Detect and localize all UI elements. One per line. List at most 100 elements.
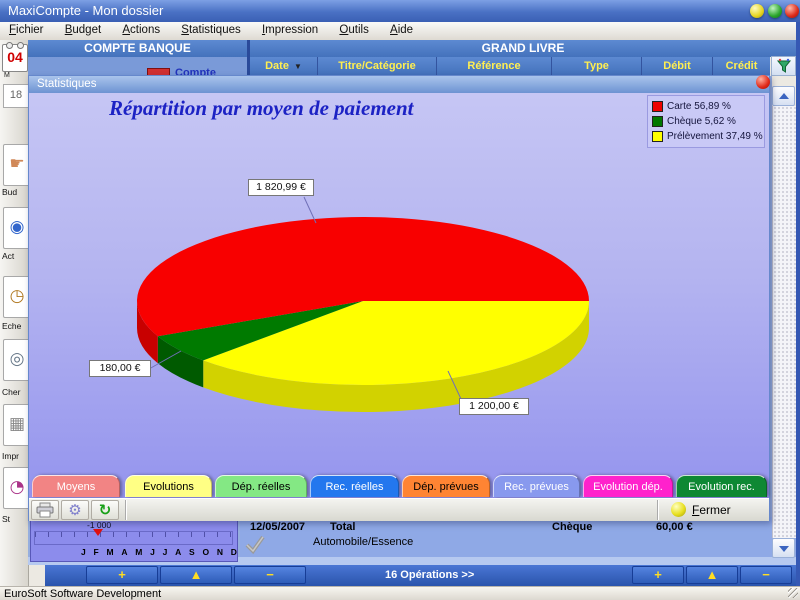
callout-line-carte: [303, 196, 317, 224]
settings-button[interactable]: ⚙: [61, 500, 89, 520]
value-label-cheque: 180,00 €: [89, 360, 151, 377]
row-category: Automobile/Essence: [313, 536, 414, 548]
menu-statistiques[interactable]: Statistiques: [181, 24, 241, 36]
sidebar-label-echeances: Eche: [2, 321, 22, 331]
sidebar-item-statistiques[interactable]: ◔: [3, 467, 31, 509]
vertical-scrollbar[interactable]: [772, 106, 796, 538]
sidebar-label-imprimer: Impr: [2, 451, 19, 461]
tab-dep-prevues[interactable]: Dép. prévues: [402, 475, 490, 497]
row-amount: 60,00 €: [656, 521, 693, 533]
month-tick: A: [175, 547, 182, 557]
pie-chart-icon: ◔: [9, 477, 25, 497]
pie-chart: [137, 196, 590, 413]
pie-slice-prelevement[interactable]: [203, 301, 589, 386]
menu-outils[interactable]: Outils: [339, 24, 369, 36]
pie-side-carte: [137, 301, 158, 364]
chart-legend: Carte 56,89 % Chèque 5,62 % Prélèvement …: [647, 95, 765, 148]
printer-icon: ▦: [8, 414, 26, 434]
close-statistics-button[interactable]: Fermer: [661, 500, 771, 520]
mini-evolution-panel: -1 000 J F M A M J J A S O N D: [30, 517, 238, 562]
column-type[interactable]: Type: [552, 57, 642, 76]
close-button[interactable]: [785, 4, 799, 18]
menu-actions[interactable]: Actions: [122, 24, 161, 36]
tab-dep-reelles[interactable]: Dép. réelles: [215, 475, 307, 497]
sidebar-item-echeances[interactable]: ◷: [3, 276, 31, 318]
maximize-button[interactable]: [768, 4, 782, 18]
menu-impression[interactable]: Impression: [261, 24, 319, 36]
minimize-button[interactable]: [750, 4, 764, 18]
statistics-window: Statistiques Répartition par moyen de pa…: [28, 75, 770, 521]
refresh-button[interactable]: ↻: [91, 500, 119, 520]
tab-evolutions[interactable]: Evolutions: [125, 475, 212, 497]
window-title: MaxiCompte - Mon dossier: [8, 3, 164, 18]
column-credit[interactable]: Crédit: [725, 60, 758, 72]
operations-count[interactable]: 16 Opérations >>: [385, 569, 475, 581]
value-label-prelevement: 1 200,00 €: [459, 398, 529, 415]
menu-budget[interactable]: Budget: [64, 24, 102, 36]
sidebar-item-chercher[interactable]: ◎: [3, 339, 31, 381]
statistics-title: Statistiques: [37, 78, 97, 90]
hand-icon: ☛: [9, 154, 25, 174]
add-button-right[interactable]: +: [632, 566, 684, 584]
column-date[interactable]: Date ▼: [250, 57, 318, 76]
sidebar-item-imprimer[interactable]: ▦: [3, 404, 31, 446]
slider-marker-icon[interactable]: [93, 529, 103, 536]
clock-icon: ◷: [9, 286, 25, 306]
menu-fichier[interactable]: Fichier: [9, 24, 44, 36]
toolbar-separator: [657, 500, 658, 520]
pie-slice-cheque[interactable]: [157, 301, 363, 361]
scroll-down-button[interactable]: [772, 538, 795, 558]
statistics-titlebar[interactable]: Statistiques: [29, 76, 769, 93]
checkmark-icon: [245, 535, 265, 555]
funnel-icon: [776, 58, 791, 73]
sidebar-label-statistiques: St: [2, 514, 11, 524]
record-indicator-icon: [756, 75, 770, 89]
tab-evolution-rec[interactable]: Evolution rec.: [676, 475, 767, 497]
toolbar-separator: [125, 500, 126, 520]
statistics-tabs: Moyens Evolutions Dép. réelles Rec. réel…: [29, 475, 769, 498]
month-tick: M: [106, 547, 114, 557]
sidebar-item-actions[interactable]: ◉: [3, 207, 31, 249]
legend-item-prelevement: Prélèvement 37,49 %: [652, 129, 763, 144]
sidebar-label-budget: Bud: [2, 187, 18, 197]
remove-button-right[interactable]: −: [740, 566, 792, 584]
month-tick: S: [189, 547, 195, 557]
tab-moyens[interactable]: Moyens: [32, 475, 120, 497]
month-tick: O: [202, 547, 210, 557]
printer-icon: [36, 502, 54, 518]
tab-rec-reelles[interactable]: Rec. réelles: [310, 475, 399, 497]
chart-title: Répartition par moyen de paiement: [109, 96, 414, 120]
callout-line-prelevement: [447, 370, 462, 400]
sort-arrow-icon: ▼: [293, 62, 302, 71]
header-divider: [247, 40, 250, 76]
column-titre-categorie[interactable]: Titre/Catégorie: [318, 57, 437, 76]
account-name: Compte courant: [175, 67, 216, 76]
search-icon: ◎: [9, 349, 25, 369]
sidebar-item-budget[interactable]: ☛: [3, 144, 31, 186]
month-axis: J F M A M J J A S O N D: [81, 547, 237, 557]
calendar-icon[interactable]: 04: [2, 42, 28, 72]
pie-slice-carte[interactable]: [137, 217, 590, 337]
tab-rec-prevues[interactable]: Rec. prévues: [493, 475, 580, 497]
statistics-toolbar: ⚙ ↻ Fermer: [29, 498, 769, 521]
legend-swatch-carte: [652, 101, 663, 112]
bottom-strip: [28, 557, 796, 565]
month-tick: M: [135, 547, 143, 557]
window-resize-grip[interactable]: [788, 588, 798, 598]
period-slider[interactable]: [34, 531, 233, 545]
scroll-up-button[interactable]: [772, 86, 795, 106]
remove-operation-button[interactable]: −: [234, 566, 306, 584]
menu-aide[interactable]: Aide: [390, 24, 414, 36]
gear-icon: ⚙: [68, 501, 82, 519]
add-operation-button[interactable]: +: [86, 566, 158, 584]
tab-evolution-dep[interactable]: Evolution dép.: [583, 475, 673, 497]
print-button[interactable]: [31, 500, 59, 520]
calendar-month-label: M: [4, 72, 10, 79]
column-debit[interactable]: Débit: [642, 57, 713, 76]
pie-side-cheque: [157, 336, 204, 388]
edit-operation-button[interactable]: ▲: [160, 566, 232, 584]
filter-button[interactable]: [771, 56, 796, 76]
edit-button-right[interactable]: ▲: [686, 566, 738, 584]
refresh-icon: ↻: [98, 501, 112, 519]
column-reference[interactable]: Référence: [437, 57, 552, 76]
